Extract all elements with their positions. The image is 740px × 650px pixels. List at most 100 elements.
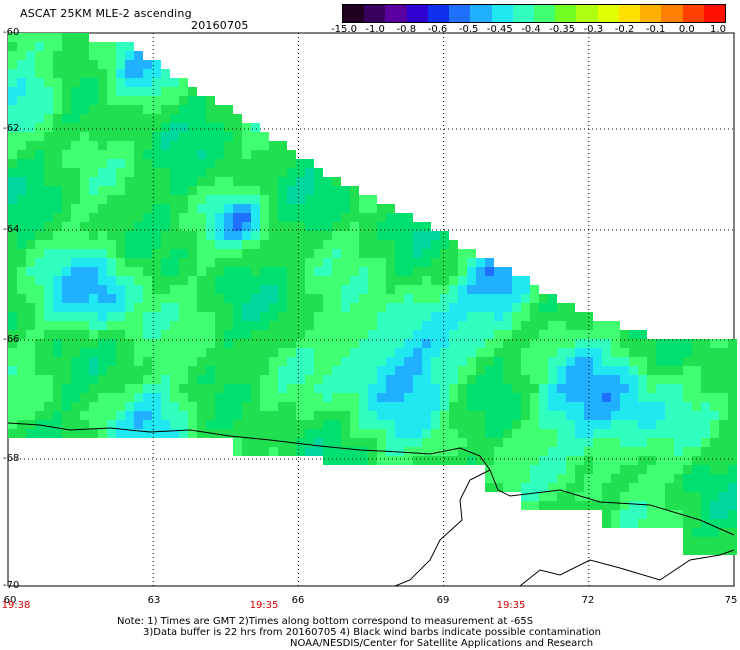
wind-cell [449, 411, 458, 420]
wind-cell [422, 456, 431, 465]
wind-cell [71, 384, 80, 393]
wind-cell [179, 366, 188, 375]
wind-cell [539, 402, 548, 411]
wind-cell [557, 366, 566, 375]
wind-cell [71, 114, 80, 123]
wind-cell [476, 420, 485, 429]
wind-cell [368, 366, 377, 375]
wind-cell [62, 213, 71, 222]
wind-cell [593, 375, 602, 384]
wind-cell [152, 222, 161, 231]
wind-cell [395, 357, 404, 366]
wind-cell [629, 402, 638, 411]
wind-cell [125, 168, 134, 177]
wind-cell [152, 123, 161, 132]
wind-cell [683, 375, 692, 384]
wind-cell [251, 213, 260, 222]
wind-cell [620, 357, 629, 366]
wind-cell [233, 195, 242, 204]
wind-cell [179, 294, 188, 303]
wind-cell [260, 231, 269, 240]
wind-cell [53, 393, 62, 402]
wind-cell [350, 438, 359, 447]
wind-cell [80, 366, 89, 375]
wind-cell [683, 501, 692, 510]
wind-cell [530, 402, 539, 411]
wind-cell [422, 258, 431, 267]
wind-cell [413, 330, 422, 339]
wind-cell [494, 321, 503, 330]
wind-cell [8, 348, 17, 357]
wind-cell [323, 366, 332, 375]
wind-cell [260, 402, 269, 411]
wind-cell [89, 87, 98, 96]
wind-cell [566, 339, 575, 348]
wind-cell [584, 330, 593, 339]
wind-cell [332, 375, 341, 384]
wind-cell [413, 249, 422, 258]
wind-cell [26, 150, 35, 159]
wind-cell [656, 447, 665, 456]
wind-cell [35, 429, 44, 438]
wind-cell [143, 330, 152, 339]
wind-cell [377, 393, 386, 402]
wind-cell [107, 69, 116, 78]
wind-cell [584, 456, 593, 465]
wind-cell [62, 285, 71, 294]
wind-cell [170, 339, 179, 348]
wind-cell [143, 213, 152, 222]
wind-cell [35, 249, 44, 258]
wind-cell [449, 456, 458, 465]
wind-cell [170, 105, 179, 114]
wind-cell [512, 465, 521, 474]
wind-cell [161, 96, 170, 105]
wind-cell [161, 177, 170, 186]
wind-cell [170, 357, 179, 366]
wind-cell [458, 258, 467, 267]
wind-cell [431, 294, 440, 303]
wind-cell [458, 420, 467, 429]
wind-cell [485, 456, 494, 465]
wind-cell [80, 402, 89, 411]
wind-cell [413, 393, 422, 402]
wind-cell [251, 330, 260, 339]
wind-cell [197, 339, 206, 348]
wind-cell [323, 258, 332, 267]
wind-cell [134, 240, 143, 249]
wind-cell [134, 195, 143, 204]
wind-cell [377, 429, 386, 438]
wind-cell [494, 267, 503, 276]
wind-cell [575, 420, 584, 429]
wind-cell [530, 447, 539, 456]
wind-cell [170, 204, 179, 213]
wind-cell [728, 420, 737, 429]
wind-cell [53, 384, 62, 393]
wind-cell [413, 420, 422, 429]
wind-cell [278, 222, 287, 231]
wind-cell [17, 402, 26, 411]
wind-cell [116, 276, 125, 285]
wind-cell [206, 312, 215, 321]
wind-cell [53, 87, 62, 96]
wind-cell [125, 231, 134, 240]
wind-cell [413, 258, 422, 267]
wind-cell [269, 312, 278, 321]
wind-cell [224, 222, 233, 231]
wind-cell [566, 420, 575, 429]
wind-cell [197, 186, 206, 195]
wind-cell [233, 132, 242, 141]
wind-cell [431, 312, 440, 321]
wind-cell [26, 69, 35, 78]
wind-cell [116, 105, 125, 114]
wind-cell [278, 231, 287, 240]
wind-cell [188, 375, 197, 384]
wind-cell [575, 393, 584, 402]
wind-cell [17, 357, 26, 366]
wind-cell [143, 186, 152, 195]
wind-cell [467, 303, 476, 312]
wind-cell [224, 312, 233, 321]
wind-cell [530, 330, 539, 339]
wind-cell [26, 330, 35, 339]
wind-cell [413, 285, 422, 294]
wind-cell [593, 474, 602, 483]
